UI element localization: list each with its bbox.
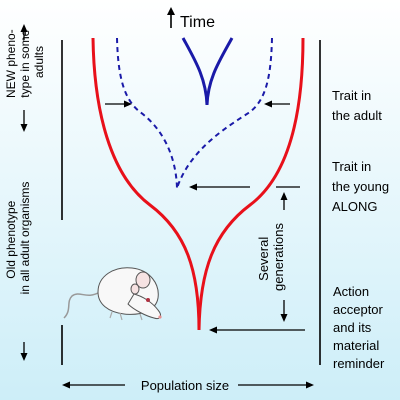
new-phenotype-label: NEW pheno- type in some adults	[4, 26, 46, 98]
svg-text:NEW pheno- type in some: NEW pheno- type in some adults	[4, 26, 46, 98]
trait-adult-label: Trait in the adult	[332, 88, 382, 123]
old-phenotype-label: Old phenotype in all adult organisms	[4, 182, 32, 295]
time-axis-title: Time	[167, 7, 215, 31]
new-trait-right-solid	[205, 37, 234, 106]
new-trait-right-dashed	[176, 37, 273, 189]
action-acceptor-label: Action acceptor and its material reminde…	[333, 284, 387, 371]
action-arrow	[209, 326, 305, 334]
several-generations-label: Several generations	[256, 223, 286, 291]
time-label: Time	[180, 14, 215, 31]
population-axis: Population size	[62, 378, 314, 393]
trait-young-label: Trait in the young ALONG	[332, 159, 393, 214]
new-trait-left-dashed	[116, 37, 178, 189]
trait-young-arrows	[189, 183, 300, 191]
trait-adult-arrows	[105, 100, 290, 108]
old-trait-right-branch	[197, 37, 305, 331]
old-trait-left-branch	[91, 37, 201, 331]
generations-range	[280, 192, 288, 322]
population-size-label: Population size	[141, 378, 229, 393]
left-range-arrows	[20, 24, 28, 361]
mouse-icon	[63, 267, 162, 321]
svg-text:Old phenotype in all adu: Old phenotype in all adult organisms	[4, 182, 32, 295]
